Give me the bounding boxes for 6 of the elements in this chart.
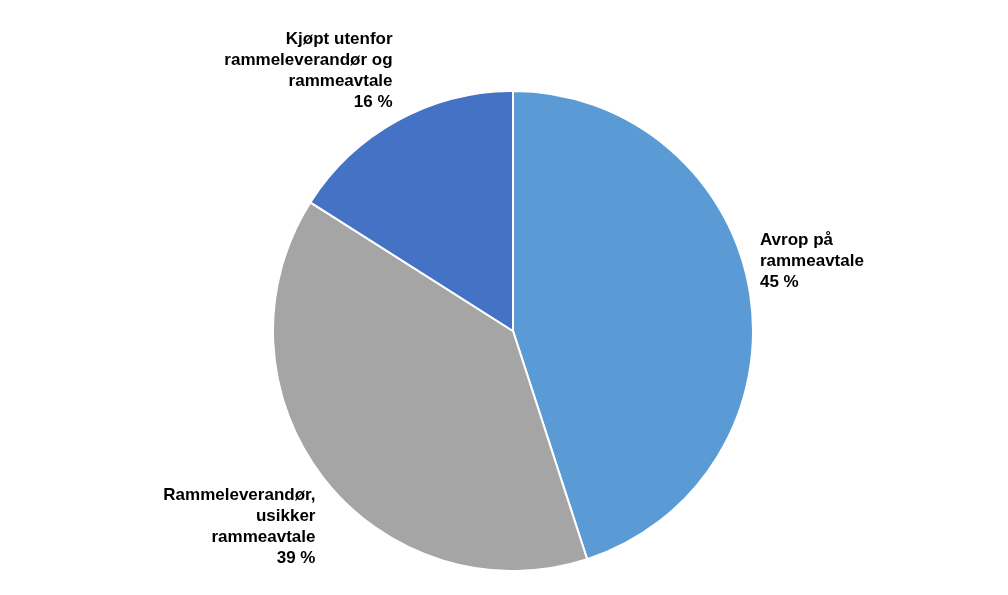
slice-label: Rammeleverandør, usikker rammeavtale <box>163 485 316 547</box>
slice-label: Kjøpt utenfor rammeleverandør og rammeavtale <box>224 28 393 90</box>
data-label: 16 % <box>353 91 393 111</box>
data-label: 45 % <box>759 271 799 291</box>
data-label: 39 % <box>276 548 316 568</box>
slice-label: Avrop på rammeavtale <box>759 229 864 270</box>
